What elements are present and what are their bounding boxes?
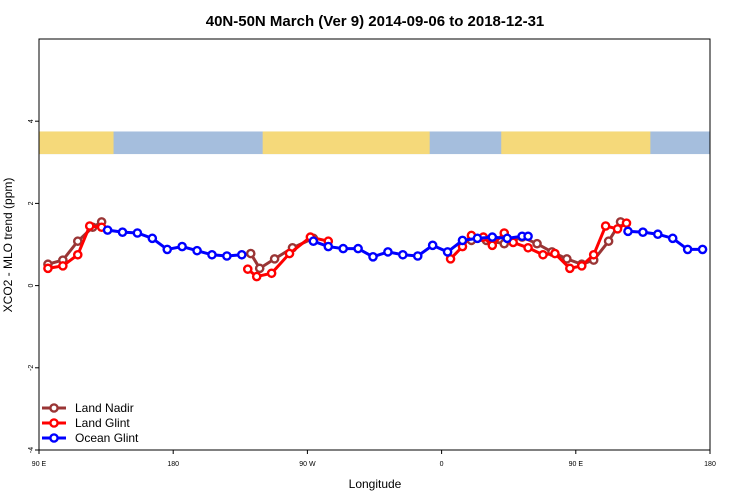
y-tick-label: 2 [28,201,35,205]
series-line [107,228,242,258]
series-land-glint [43,218,632,282]
map-land-0 [39,131,114,155]
x-tick-label: 180 [167,461,179,468]
data-point [600,221,611,231]
plot-frame [38,38,711,451]
x-tick-label: 0 [440,461,444,468]
data-point [251,271,262,282]
map-land-2 [501,131,651,155]
legend-marker [49,418,59,428]
data-point [638,227,648,237]
data-point [487,240,498,251]
data-point [72,236,83,247]
data-point [338,243,348,254]
legend-marker [49,403,59,413]
y-axis: -4 -2 0 2 4 [28,119,39,453]
data-point [236,249,247,260]
data-point [207,249,217,260]
data-point [284,248,295,259]
y-tick-label: -4 [28,447,35,453]
data-point [117,227,128,237]
data-point [523,242,533,253]
data-point [177,241,187,252]
x-tick-label: 180 [704,461,716,468]
data-point [550,248,560,259]
x-tick-label: 90 W [299,461,316,468]
legend-label: Land Glint [75,416,130,430]
data-point [472,233,483,244]
data-point [612,224,623,234]
data-point [368,252,378,262]
map-strip [39,131,710,155]
data-point [323,241,334,252]
series-ocean-glint [102,225,708,262]
data-point [162,244,173,255]
data-point [442,247,453,257]
data-point [383,247,393,257]
data-point [682,244,693,255]
data-point [269,254,280,264]
data-point [308,236,319,247]
data-point [588,249,599,260]
data-point [132,228,143,238]
data-point [653,229,663,240]
data-point [254,263,265,274]
data-point [623,226,633,237]
data-point [457,235,468,246]
data-point [502,233,513,244]
y-tick-label: 4 [28,119,35,123]
data-point [523,231,533,242]
y-tick-label: 0 [28,284,35,288]
series-line [312,234,529,259]
x-tick-label: 90 E [569,461,584,468]
data-point [576,261,587,271]
legend-label: Ocean Glint [75,431,139,445]
chart-title: 40N-50N March (Ver 9) 2014-09-06 to 2018… [206,13,545,30]
data-point [621,218,632,228]
data-point [538,249,548,260]
data-point [487,232,498,242]
series-layer [43,217,708,282]
data-point [266,268,277,279]
data-point [697,244,708,255]
data-point [353,243,363,254]
data-point [667,233,678,244]
data-point [147,233,158,244]
data-point [242,264,253,274]
series-land-nadir [43,217,626,274]
data-point [562,254,572,264]
data-point [603,236,614,247]
data-point [222,251,232,261]
data-point [84,221,95,231]
data-point [43,263,53,274]
data-point [427,240,438,251]
y-axis-label: XCO2 - MLO trend (ppm) [1,178,15,313]
data-point [532,238,542,249]
legend-label: Land Nadir [75,401,134,415]
x-tick-label: 90 E [32,461,47,468]
data-point [412,251,423,261]
data-point [245,248,256,259]
data-point [192,245,202,256]
y-tick-label: -2 [28,365,35,371]
data-point [58,261,68,271]
x-axis: 90 E 180 90 W 0 90 E 180 [32,450,716,468]
data-point [565,263,575,274]
legend-marker [49,433,59,443]
map-land-1 [262,131,430,155]
data-point [102,225,113,235]
data-point [398,249,408,260]
x-axis-label: Longitude [349,477,402,491]
data-point [72,249,83,260]
